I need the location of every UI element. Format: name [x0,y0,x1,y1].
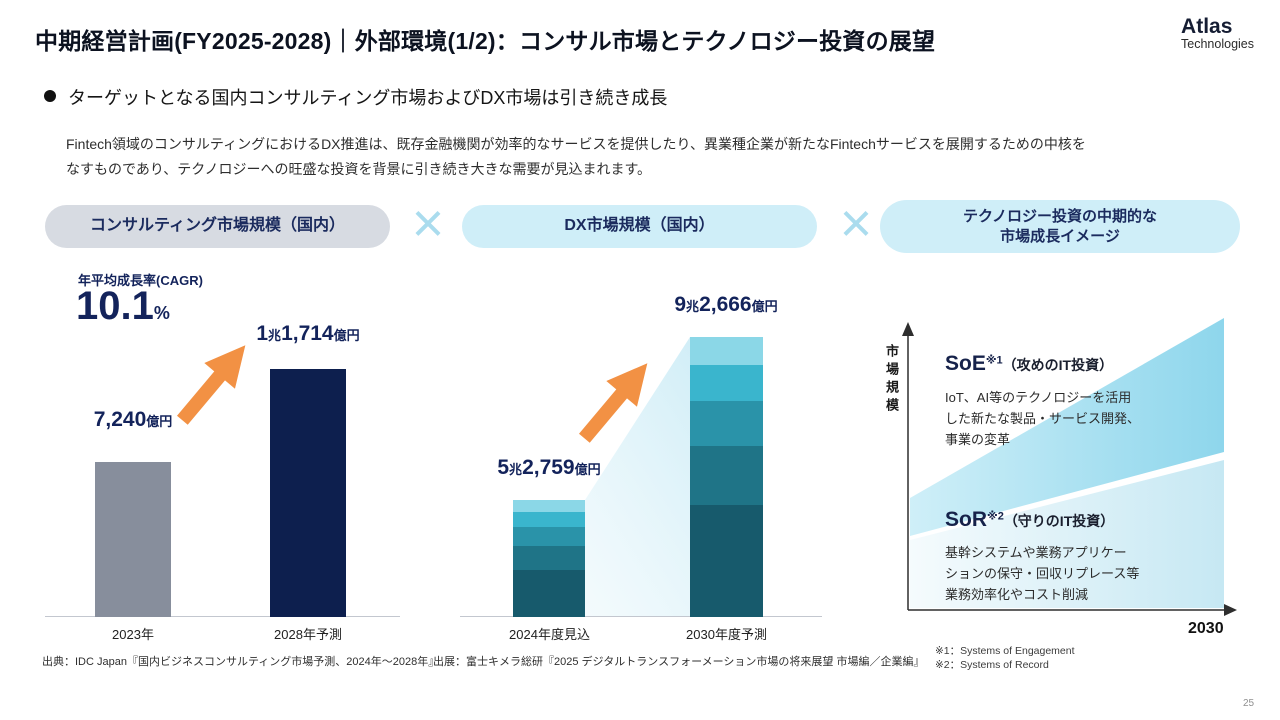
dx-bar-segment [690,505,763,617]
bar-2023 [95,462,171,617]
soe-area [910,318,1224,536]
logo-secondary-text: Technologies [1181,37,1254,52]
footnote: ※1：Systems of Engagement [935,645,1075,657]
multiply-icon: × [839,191,873,254]
bar-2028 [270,369,346,617]
section-header-consulting: コンサルティング市場規模（国内） [45,205,390,248]
x-axis-end-label: 2030 [1188,620,1224,637]
footnote: ※2：Systems of Record [935,659,1049,671]
dx-bar-segment [690,337,763,366]
dx-bar-segment [690,401,763,447]
x-axis-arrowhead [1224,604,1237,616]
y-axis-label: 市場規模 [884,344,899,416]
logo-primary-text: Atlas [1181,15,1233,38]
dx-bar-segment [513,545,585,571]
dx-bar-segment [513,570,585,617]
x-axis-line [45,616,400,617]
lead-paragraph: Fintech領域のコンサルティングにおけるDX推進は、既存金融機関が効率的なサ… [66,136,1086,178]
stacked-bar-2024 [513,500,585,617]
source-note: 出展：富士キメラ総研『2025 デジタルトランスフォーメーション市場の将来展望 … [433,656,925,668]
dx-bar-segment [690,365,763,402]
dx-bar-segment [513,526,585,546]
bar-value-label-2023: 7,240億円 [93,408,173,431]
key-message: ターゲットとなる国内コンサルティング市場およびDX市場は引き続き成長 [68,88,668,108]
section-header-dx: DX市場規模（国内） [462,205,817,248]
dx-bar-segment [513,500,585,512]
category-label: 2028年予測 [274,627,342,642]
x-axis-line [460,616,822,617]
soe-title: SoE※1（攻めのIT投資） [945,352,1114,375]
dx-bar-segment [513,511,585,527]
tech-diagram-canvas [902,318,1237,616]
bar-value-label-2028: 1兆1,714億円 [256,322,360,345]
cagr-label: 年平均成長率(CAGR) [78,273,203,288]
category-label: 2023年 [112,627,154,642]
page-title: 中期経営計画(FY2025-2028)｜外部環境(1/2)：コンサル市場とテクノ… [35,28,936,54]
growth-arrow-icon [578,363,648,443]
cagr-value: 10.1% [76,284,170,328]
category-label: 2024年度見込 [509,627,590,642]
category-label: 2030年度予測 [686,627,767,642]
stacked-bar-2030 [690,337,763,617]
soe-description: IoT、AI等のテクノロジーを活用 した新たな製品・サービス開発、 事業の変革 [945,390,1141,447]
y-axis-arrowhead [902,322,914,336]
sor-area [910,460,1224,608]
page-number: 25 [1243,698,1255,709]
company-logo: Atlas Technologies [1181,15,1254,52]
growth-arrow-icon [176,345,246,425]
multiply-icon: × [411,191,445,254]
bullet-icon [44,90,56,102]
bar-value-label-2024: 5兆2,759億円 [497,456,601,479]
dx-bar-segment [690,446,763,505]
sor-title: SoR※2（守りのIT投資） [945,508,1115,531]
source-note: 出典：IDC Japan『国内ビジネスコンサルティング市場予測、2024年～20… [42,656,440,668]
section-header-tech: テクノロジー投資の中期的な 市場成長イメージ [880,200,1240,253]
bar-value-label-2030: 9兆2,666億円 [674,293,778,316]
sor-description: 基幹システムや業務アプリケー ションの保守・回収リプレース等 業務効率化やコスト… [945,545,1140,602]
